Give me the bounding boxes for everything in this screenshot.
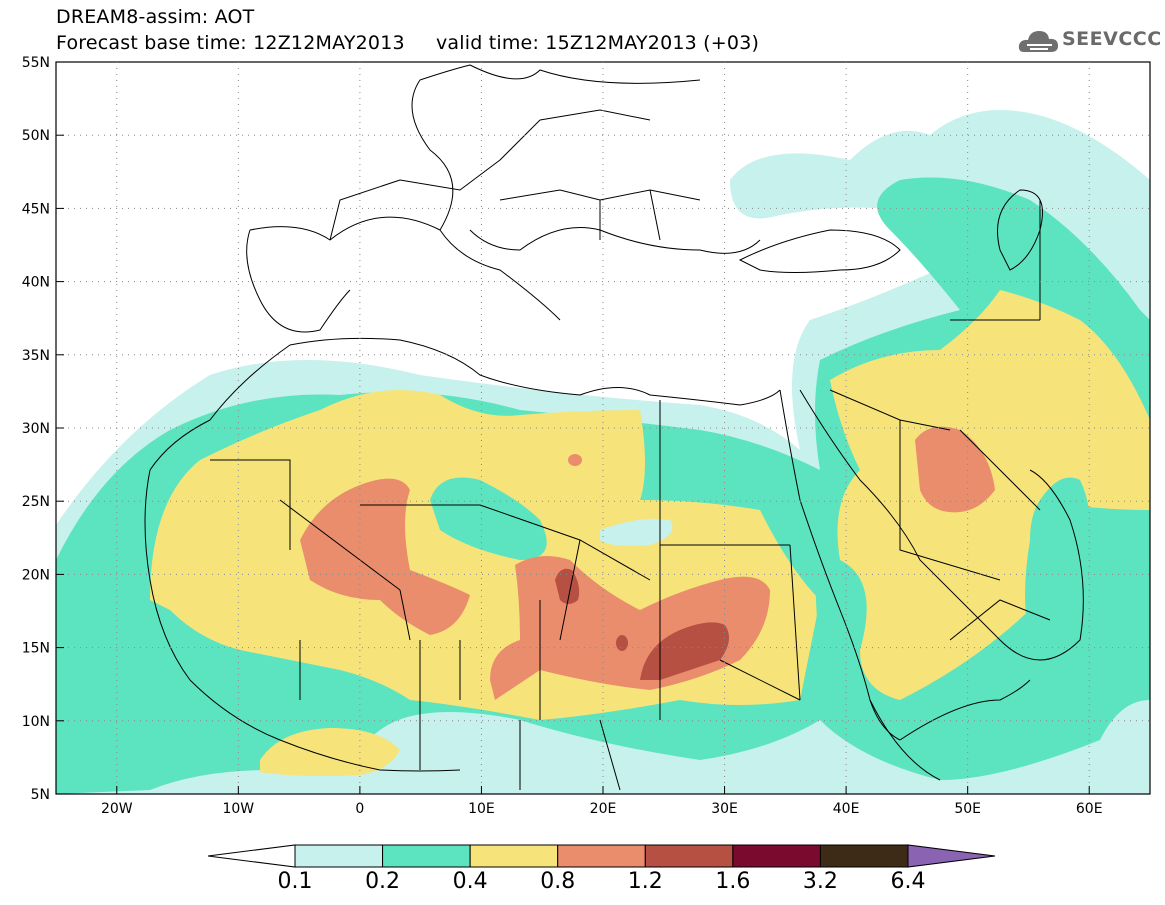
cloud-icon bbox=[1018, 31, 1058, 52]
borders-africa bbox=[210, 400, 801, 791]
lat-label: 20N bbox=[22, 567, 50, 583]
longitude-labels: 20W 10W 0 10E 20E 30E 40E 50E 60E bbox=[101, 801, 1103, 817]
lat-label: 5N bbox=[31, 787, 50, 803]
forecast-time-info: Forecast base time: 12Z12MAY2013 valid t… bbox=[56, 32, 760, 54]
aot-level-1.2-sudan bbox=[640, 622, 729, 680]
coastline-red-sea bbox=[779, 389, 1084, 741]
aot-level-0.2-patch-gulf bbox=[1025, 477, 1090, 640]
lon-label: 50E bbox=[954, 801, 981, 817]
colorbar-over-triangle bbox=[907, 844, 996, 868]
logo-text: SEEVCCC bbox=[1062, 28, 1162, 50]
coastline-east-africa bbox=[869, 679, 1031, 781]
lon-label: 30E bbox=[711, 801, 738, 817]
colorbar-level-label: 3.2 bbox=[802, 869, 838, 894]
lon-label: 10W bbox=[222, 801, 254, 817]
coastline-black-sea bbox=[738, 229, 901, 273]
coastline-europe bbox=[246, 64, 761, 333]
colorbar-level-label: 6.4 bbox=[890, 869, 926, 894]
colorbar-swatch bbox=[557, 844, 646, 868]
lat-label: 55N bbox=[22, 55, 50, 71]
aot-level-0.4-southwest bbox=[260, 728, 400, 776]
lon-label: 60E bbox=[1076, 801, 1103, 817]
colorbar-level-label: 1.2 bbox=[627, 869, 663, 894]
aot-level-0.8-gulf bbox=[915, 426, 995, 513]
colorbar-level-label: 0.1 bbox=[277, 869, 313, 894]
seevccc-logo: SEEVCCC bbox=[1018, 22, 1161, 58]
lon-label: 10E bbox=[468, 801, 495, 817]
lat-lon-grid bbox=[56, 61, 1150, 795]
aot-level-0.2-patch-red-sea bbox=[815, 575, 854, 694]
lat-label: 25N bbox=[22, 494, 50, 510]
colorbar bbox=[207, 844, 996, 868]
colorbar-swatch bbox=[819, 844, 909, 868]
lat-label: 40N bbox=[22, 275, 50, 291]
aot-level-1.2-chad bbox=[555, 568, 580, 604]
lat-label: 50N bbox=[22, 128, 50, 144]
colorbar-swatches bbox=[294, 844, 909, 868]
borders-middle-east bbox=[829, 200, 1051, 641]
aot-level-0.8-spot bbox=[568, 454, 582, 466]
colorbar-swatch bbox=[382, 844, 471, 868]
colorbar-swatch bbox=[294, 844, 384, 868]
colorbar-under-triangle bbox=[207, 844, 296, 868]
colorbar-level-label: 0.2 bbox=[365, 869, 401, 894]
coastlines-and-borders bbox=[144, 64, 1084, 791]
lon-label: 40E bbox=[833, 801, 860, 817]
aot-level-0.1-patch-libya bbox=[600, 518, 673, 546]
aot-level-0.2-patch bbox=[430, 477, 547, 560]
borders-europe bbox=[329, 109, 701, 241]
lat-label: 35N bbox=[22, 348, 50, 364]
latitude-labels: 55N 50N 45N 40N 35N 30N 25N 20N 15N 10N 5N bbox=[22, 55, 50, 803]
lat-label: 10N bbox=[22, 714, 50, 730]
coastline-west-africa bbox=[144, 469, 461, 772]
aot-level-1.2-spot bbox=[616, 635, 628, 651]
lat-label: 30N bbox=[22, 421, 50, 437]
map-title: DREAM8-assim: AOT bbox=[56, 6, 255, 28]
coastline-north-africa bbox=[149, 337, 781, 471]
colorbar-swatch bbox=[469, 844, 559, 868]
colorbar-swatch bbox=[732, 844, 821, 868]
colorbar-level-label: 0.4 bbox=[452, 869, 488, 894]
lon-label: 0 bbox=[355, 801, 364, 817]
lon-label: 20E bbox=[590, 801, 617, 817]
lat-label: 15N bbox=[22, 641, 50, 657]
colorbar-level-label: 1.6 bbox=[715, 869, 751, 894]
colorbar-level-label: 0.8 bbox=[540, 869, 576, 894]
colorbar-swatch bbox=[644, 844, 734, 868]
aot-level-0.8-sahara bbox=[300, 478, 470, 635]
lat-label: 45N bbox=[22, 201, 50, 217]
lon-label: 20W bbox=[101, 801, 133, 817]
